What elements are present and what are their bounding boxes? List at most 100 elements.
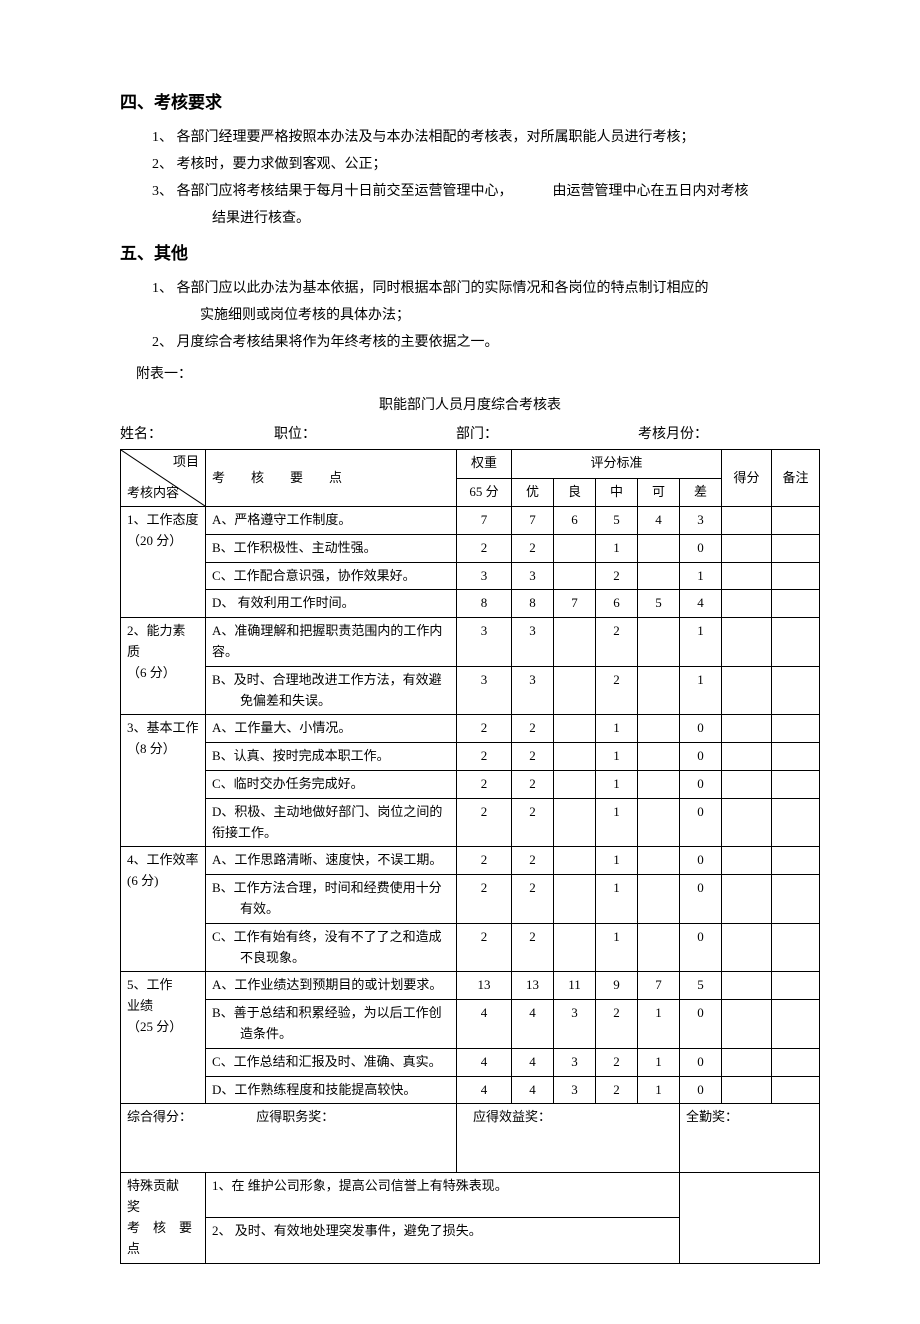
score-cell: 3 <box>512 666 554 715</box>
score-cell: 13 <box>512 972 554 1000</box>
remark-cell <box>772 771 820 799</box>
getscore-cell <box>722 562 772 590</box>
remark-cell <box>772 743 820 771</box>
score-cell: 2 <box>596 618 638 667</box>
score-cell: 4 <box>512 1048 554 1076</box>
score-cell: 5 <box>638 590 680 618</box>
remark-cell <box>772 590 820 618</box>
point-cell: B、认真、按时完成本职工作。 <box>206 743 457 771</box>
score-cell: 2 <box>596 1048 638 1076</box>
score-cell <box>554 847 596 875</box>
getscore-cell <box>722 1048 772 1076</box>
score-cell: 3 <box>554 1000 596 1049</box>
std-col-1: 良 <box>554 478 596 507</box>
score-cell: 2 <box>512 923 554 972</box>
remark-header: 备注 <box>772 450 820 507</box>
score-cell: 3 <box>680 507 722 535</box>
point-cell: A、工作业绩达到预期目的或计划要求。 <box>206 972 457 1000</box>
table-title: 职能部门人员月度综合考核表 <box>120 393 820 418</box>
getscore-cell <box>722 972 772 1000</box>
weight-cell: 2 <box>457 923 512 972</box>
std-header: 评分标准 <box>512 450 722 479</box>
score-cell: 2 <box>512 534 554 562</box>
score-cell: 1 <box>596 534 638 562</box>
score-cell: 2 <box>596 1000 638 1049</box>
contrib-label: 特殊贡献 奖 考 核 要 点 <box>121 1173 206 1263</box>
score-cell: 1 <box>596 743 638 771</box>
score-cell: 5 <box>680 972 722 1000</box>
score-cell: 1 <box>596 715 638 743</box>
score-cell <box>554 618 596 667</box>
duty-label: 应得职务奖： <box>256 1107 334 1128</box>
weight-cell: 2 <box>457 534 512 562</box>
score-cell <box>638 771 680 799</box>
score-cell: 2 <box>512 875 554 924</box>
score-cell: 3 <box>554 1048 596 1076</box>
s4-item3: 3、 各部门应将考核结果于每月十日前交至运营管理中心， 由运营管理中心在五日内对考… <box>152 179 820 204</box>
getscore-cell <box>722 618 772 667</box>
diag-header: 项目 考核内容 <box>121 450 206 507</box>
std-col-3: 可 <box>638 478 680 507</box>
remark-cell <box>772 715 820 743</box>
score-cell <box>554 875 596 924</box>
score-cell: 0 <box>680 534 722 562</box>
getscore-cell <box>722 847 772 875</box>
score-cell: 2 <box>512 847 554 875</box>
point-cell: A、准确理解和把握职责范围内的工作内容。 <box>206 618 457 667</box>
getscore-cell <box>722 1000 772 1049</box>
score-cell: 1 <box>596 875 638 924</box>
score-cell <box>638 847 680 875</box>
score-cell: 8 <box>512 590 554 618</box>
remark-cell <box>772 618 820 667</box>
attachment-label: 附表一： <box>136 362 820 387</box>
score-cell: 9 <box>596 972 638 1000</box>
score-cell: 7 <box>554 590 596 618</box>
score-cell <box>554 743 596 771</box>
remark-cell <box>772 562 820 590</box>
score-cell: 2 <box>596 666 638 715</box>
score-cell: 1 <box>638 1076 680 1104</box>
category-cell: 2、能力素质（6 分） <box>121 618 206 715</box>
category-cell: 4、工作效率(6 分) <box>121 847 206 972</box>
s4-item2: 2、 考核时，要力求做到客观、公正； <box>152 152 820 177</box>
score-cell: 2 <box>512 771 554 799</box>
point-cell: A、严格遵守工作制度。 <box>206 507 457 535</box>
score-cell <box>554 715 596 743</box>
category-cell: 3、基本工作（8 分） <box>121 715 206 847</box>
weight-header: 权重 <box>457 450 512 479</box>
score-cell: 1 <box>596 798 638 847</box>
score-cell: 1 <box>638 1048 680 1076</box>
point-cell: C、工作有始有终，没有不了了之和造成不良现象。 <box>206 923 457 972</box>
weight-cell: 3 <box>457 618 512 667</box>
getscore-cell <box>722 666 772 715</box>
score-cell: 0 <box>680 1048 722 1076</box>
section5-title: 五、其他 <box>120 239 820 270</box>
contrib-label2: 考 核 要 点 <box>127 1218 199 1260</box>
score-cell: 0 <box>680 798 722 847</box>
score-cell: 4 <box>512 1076 554 1104</box>
weight-cell: 2 <box>457 847 512 875</box>
score-cell: 4 <box>512 1000 554 1049</box>
points-header: 考 核 要 点 <box>206 450 457 507</box>
s4-item3b: 由运营管理中心在五日内对考核 <box>553 184 749 199</box>
s5-item1-sub: 实施细则或岗位考核的具体办法； <box>200 303 820 328</box>
score-cell: 0 <box>680 1000 722 1049</box>
s4-item3a: 3、 各部门应将考核结果于每月十日前交至运营管理中心， <box>152 184 513 199</box>
position-label: 职位： <box>274 422 456 447</box>
score-cell <box>554 923 596 972</box>
point-cell: A、工作量大、小情况。 <box>206 715 457 743</box>
point-cell: B、工作积极性、主动性强。 <box>206 534 457 562</box>
score-cell: 1 <box>638 1000 680 1049</box>
std-col-4: 差 <box>680 478 722 507</box>
getscore-cell <box>722 1076 772 1104</box>
score-cell <box>554 534 596 562</box>
getscore-cell <box>722 507 772 535</box>
section5-list: 1、 各部门应以此办法为基本依据，同时根据本部门的实际情况和各岗位的特点制订相应… <box>152 276 820 356</box>
point-cell: B、及时、合理地改进工作方法，有效避免偏差和失误。 <box>206 666 457 715</box>
remark-cell <box>772 1076 820 1104</box>
point-cell: B、工作方法合理，时间和经费使用十分有效。 <box>206 875 457 924</box>
remark-cell <box>772 798 820 847</box>
point-cell: C、工作配合意识强，协作效果好。 <box>206 562 457 590</box>
weight-cell: 3 <box>457 666 512 715</box>
diag-top: 项目 <box>173 452 199 473</box>
